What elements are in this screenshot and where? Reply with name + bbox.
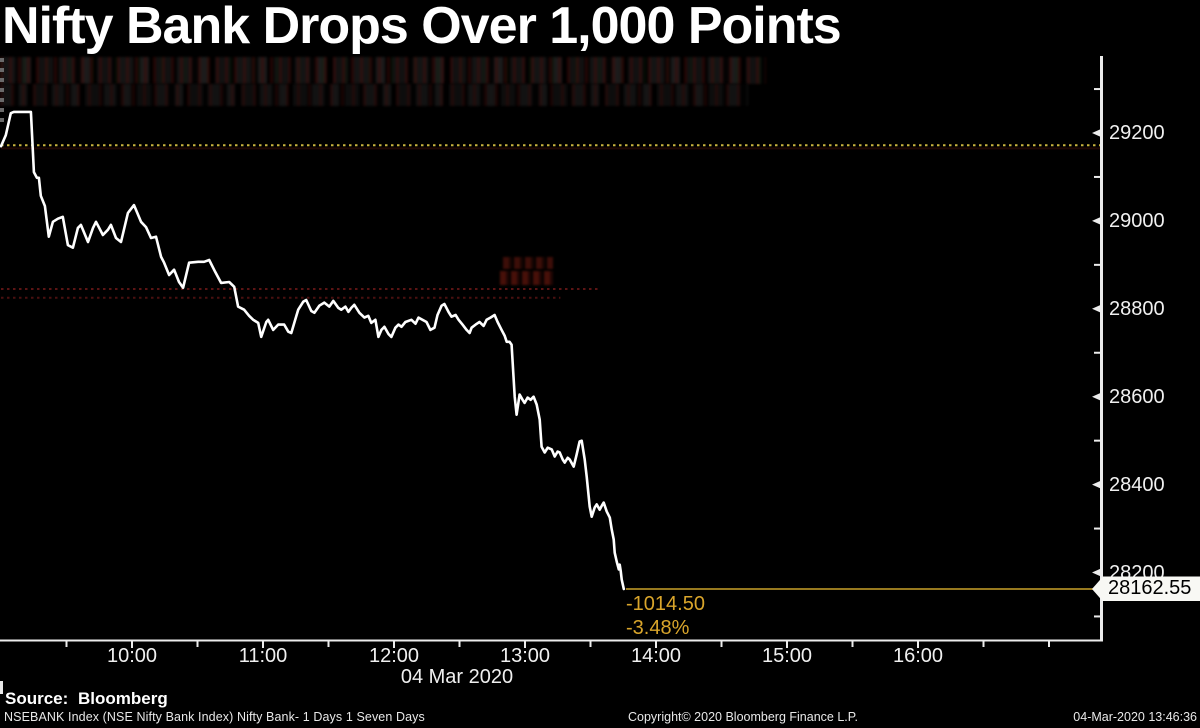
redacted-header-band — [0, 57, 766, 84]
x-axis-date-label: 04 Mar 2020 — [400, 666, 514, 688]
redacted-annotation — [503, 257, 553, 269]
y-tick-arrow — [1092, 568, 1101, 577]
redacted-header-band-row2 — [0, 84, 748, 106]
net-change-annotation: -1014.50 — [626, 592, 705, 615]
y-tick-arrow — [1092, 216, 1101, 225]
y-tick-arrow — [1092, 392, 1101, 401]
last-price-marker: 28162.55 — [1092, 576, 1200, 602]
copyright-text: Copyright© 2020 Bloomberg Finance L.P. — [628, 710, 858, 724]
y-tick-arrow — [1092, 480, 1101, 489]
chart-timestamp: 04-Mar-2020 13:46:36 — [1073, 710, 1197, 724]
redacted-annotation-row2 — [500, 271, 553, 285]
source-label: Source: Bloomberg — [5, 689, 168, 708]
percent-change-annotation: -3.48% — [626, 616, 690, 639]
redacted-left-marks — [0, 58, 4, 128]
y-tick-arrow — [1092, 304, 1101, 313]
y-tick-arrow — [1092, 129, 1101, 137]
price-line — [0, 110, 626, 591]
footer-left-tick — [0, 681, 3, 694]
index-description: NSEBANK Index (NSE Nifty Bank Index) Nif… — [4, 710, 425, 724]
chart-title: Nifty Bank Drops Over 1,000 Points — [2, 0, 842, 55]
